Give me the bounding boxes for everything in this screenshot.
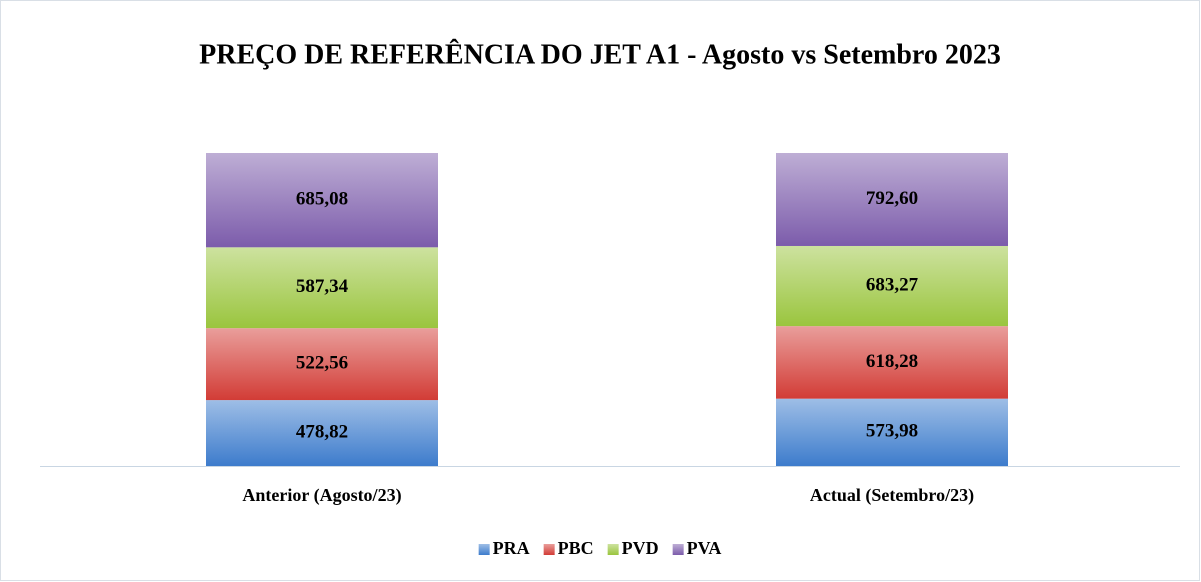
legend-swatch bbox=[607, 544, 619, 555]
legend-swatch bbox=[672, 544, 684, 555]
legend-swatch bbox=[478, 544, 490, 555]
x-tick-label: Actual (Setembro/23) bbox=[810, 485, 974, 506]
legend-swatch bbox=[543, 544, 555, 555]
bar-segment bbox=[776, 326, 1008, 399]
legend-label: PVA bbox=[687, 538, 722, 558]
legend: PRA PBC PVD PVA bbox=[478, 538, 722, 558]
chart-title: PREÇO DE REFERÊNCIA DO JET A1 - Agosto v… bbox=[199, 39, 1001, 70]
bar-segment bbox=[206, 328, 438, 401]
legend-label: PRA bbox=[493, 538, 530, 558]
data-label: 618,28 bbox=[866, 351, 918, 372]
bar-segment bbox=[776, 245, 1008, 327]
bar-segment bbox=[206, 400, 438, 466]
bar-segment bbox=[776, 153, 1008, 246]
data-label: 478,82 bbox=[296, 421, 348, 442]
data-label: 685,08 bbox=[296, 189, 348, 210]
data-label: 683,27 bbox=[866, 274, 919, 295]
legend-label: PVD bbox=[622, 538, 659, 558]
data-label: 573,98 bbox=[866, 421, 918, 442]
bar-segment bbox=[206, 153, 438, 248]
bar-segment bbox=[776, 398, 1008, 466]
bar-segment bbox=[206, 247, 438, 329]
data-label: 587,34 bbox=[296, 276, 349, 297]
legend-label: PBC bbox=[558, 538, 594, 558]
data-label: 792,60 bbox=[866, 188, 918, 209]
data-label: 522,56 bbox=[296, 352, 348, 373]
x-tick-label: Anterior (Agosto/23) bbox=[242, 485, 401, 506]
